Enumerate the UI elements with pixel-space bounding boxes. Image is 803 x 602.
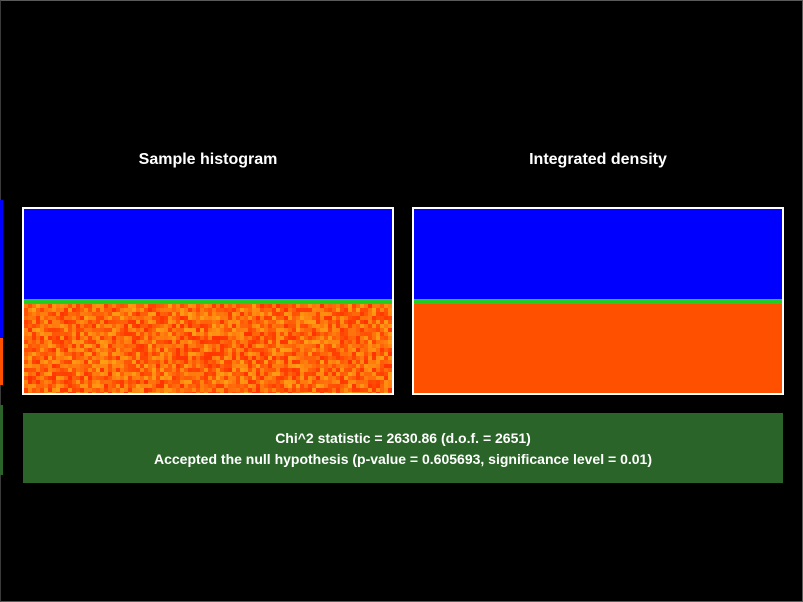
integrated-density-panel [412, 207, 784, 395]
sample-histogram-plot [24, 209, 392, 393]
noisy-lower-region [24, 304, 392, 393]
integrated-density-plot [414, 209, 782, 393]
hypothesis-result-text: Accepted the null hypothesis (p-value = … [154, 451, 652, 467]
upper-region [414, 209, 782, 299]
background-window-edge-green [0, 405, 3, 475]
lower-region [414, 304, 782, 393]
background-window-edge-orange [0, 338, 3, 385]
sample-histogram-title: Sample histogram [138, 151, 278, 168]
sample-histogram-panel [22, 207, 394, 395]
boundary-line [24, 299, 392, 304]
background-window-edge-blue [0, 200, 3, 338]
upper-region [24, 209, 392, 299]
chi-square-statistic-text: Chi^2 statistic = 2630.86 (d.o.f. = 2651… [275, 430, 531, 446]
chi-square-result-box: Chi^2 statistic = 2630.86 (d.o.f. = 2651… [23, 413, 783, 483]
integrated-density-title: Integrated density [529, 151, 667, 168]
boundary-line [414, 299, 782, 304]
